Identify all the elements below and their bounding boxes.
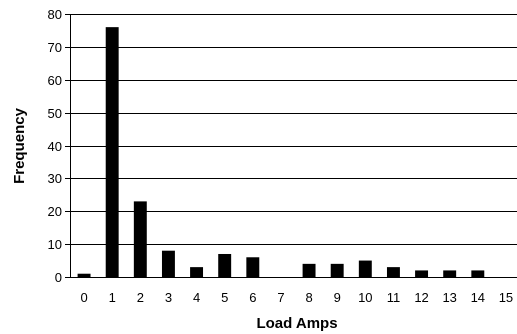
x-tick-label: 3 bbox=[165, 290, 172, 305]
x-tick-label: 0 bbox=[80, 290, 87, 305]
x-tick-labels: 0 1 2 3 4 5 6 7 8 9 10 11 12 13 14 15 bbox=[80, 290, 513, 305]
x-tick-label: 2 bbox=[137, 290, 144, 305]
x-tick-label: 6 bbox=[249, 290, 256, 305]
x-tick-label: 12 bbox=[414, 290, 428, 305]
y-tick-label: 50 bbox=[48, 106, 62, 121]
bar-2 bbox=[133, 201, 147, 277]
y-tick-labels: 0 10 20 30 40 50 60 70 80 bbox=[48, 7, 62, 285]
bar-12 bbox=[415, 270, 429, 277]
y-tick-label: 40 bbox=[48, 139, 62, 154]
x-tick-label: 5 bbox=[221, 290, 228, 305]
bar-14 bbox=[471, 270, 485, 277]
bar-10 bbox=[358, 260, 372, 277]
x-tick-label: 14 bbox=[471, 290, 485, 305]
bar-0 bbox=[77, 273, 91, 277]
x-tick-label: 7 bbox=[277, 290, 284, 305]
y-axis-title: Frequency bbox=[11, 107, 28, 184]
bar-1 bbox=[105, 27, 119, 278]
x-tick-label: 8 bbox=[305, 290, 312, 305]
x-tick-label: 4 bbox=[193, 290, 200, 305]
x-tick-label: 13 bbox=[442, 290, 456, 305]
bar-5 bbox=[218, 253, 232, 277]
y-tick-label: 10 bbox=[48, 237, 62, 252]
y-tick-label: 80 bbox=[48, 7, 62, 22]
y-tick-label: 20 bbox=[48, 204, 62, 219]
bar-13 bbox=[443, 270, 457, 277]
axes bbox=[65, 14, 517, 278]
x-tick-label: 11 bbox=[387, 290, 401, 305]
x-tick-label: 9 bbox=[334, 290, 341, 305]
y-tick-label: 30 bbox=[48, 171, 62, 186]
bar-8 bbox=[302, 263, 316, 277]
y-tick-label: 0 bbox=[55, 270, 62, 285]
y-tick-label: 70 bbox=[48, 40, 62, 55]
bar-6 bbox=[246, 257, 260, 277]
bar-9 bbox=[330, 263, 344, 277]
bar-4 bbox=[190, 267, 204, 277]
x-axis-title: Load Amps bbox=[256, 315, 337, 332]
x-tick-label: 1 bbox=[109, 290, 116, 305]
x-tick-label: 10 bbox=[358, 290, 372, 305]
y-tick-label: 60 bbox=[48, 73, 62, 88]
bar-3 bbox=[161, 250, 175, 277]
bar-11 bbox=[386, 267, 400, 277]
bars bbox=[77, 27, 485, 278]
x-tick-label: 15 bbox=[499, 290, 513, 305]
